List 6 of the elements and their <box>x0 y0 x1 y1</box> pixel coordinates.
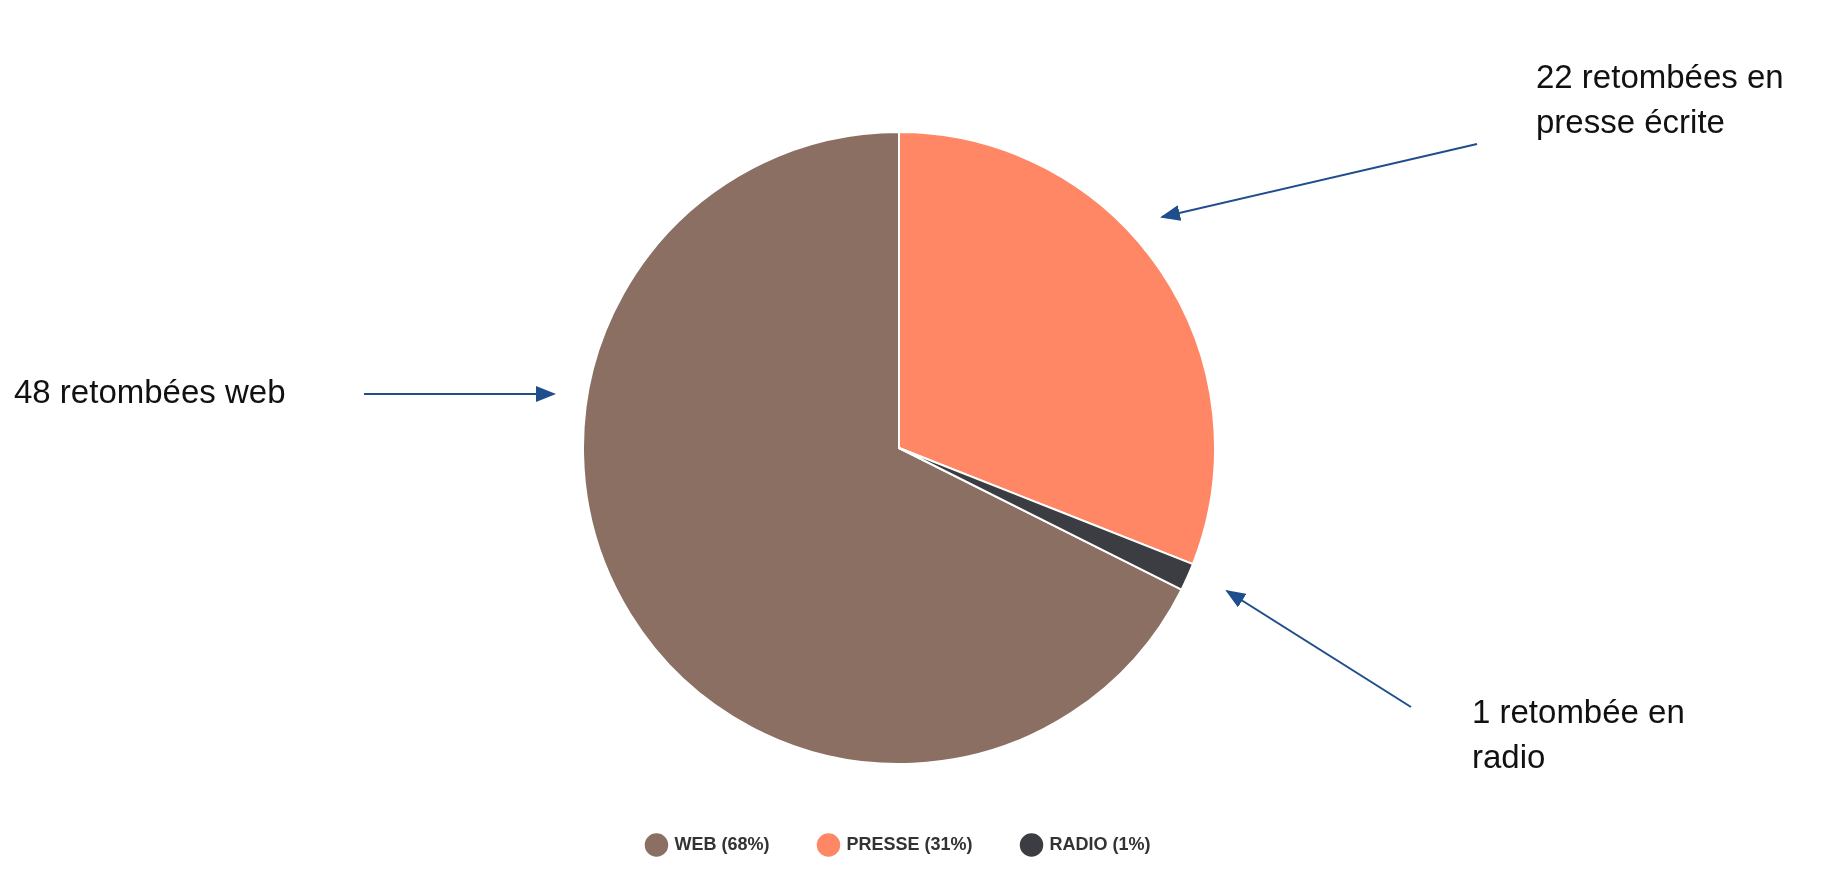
legend-label: RADIO (1%) <box>1049 833 1151 854</box>
text: 48 retombées web <box>14 372 287 412</box>
legend-label: WEB (68%) <box>674 833 770 854</box>
text: 22 retombées en presse écrite <box>1536 57 1785 142</box>
legend-label: PRESSE (31%) <box>846 833 973 854</box>
text: 1 retombée en radio <box>1472 692 1686 777</box>
